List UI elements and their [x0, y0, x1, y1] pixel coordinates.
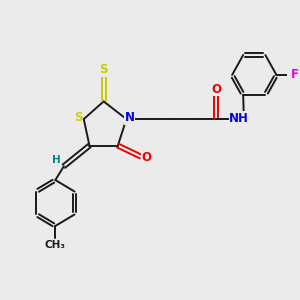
- Text: S: S: [99, 63, 108, 76]
- Text: CH₃: CH₃: [45, 240, 66, 250]
- Text: S: S: [74, 111, 83, 124]
- Text: N: N: [125, 111, 135, 124]
- Text: O: O: [142, 152, 152, 164]
- Text: F: F: [291, 68, 298, 81]
- Text: NH: NH: [229, 112, 249, 125]
- Text: O: O: [211, 82, 221, 95]
- Text: H: H: [52, 155, 60, 165]
